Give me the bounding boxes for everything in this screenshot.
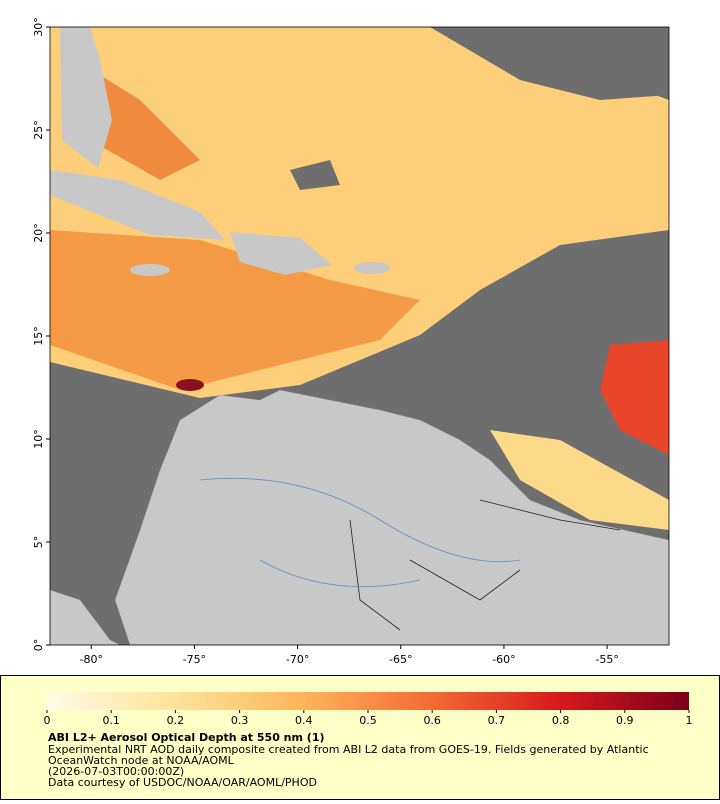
land <box>50 170 225 240</box>
y-tick-label: 10° <box>32 429 45 449</box>
y-tick-label: 25° <box>32 120 45 140</box>
caption-line: Data courtesy of USDOC/NOAA/OAR/AOML/PHO… <box>48 776 317 789</box>
y-tick-label: 30° <box>32 17 45 37</box>
colorbar-tick-label: 0.3 <box>231 714 249 727</box>
land <box>230 232 332 275</box>
land <box>50 590 120 645</box>
land <box>130 264 170 276</box>
colorbar-tick-label: 0 <box>44 714 51 727</box>
x-tick-label: -55° <box>595 653 618 666</box>
caption-line: Experimental NRT AOD daily composite cre… <box>48 743 649 756</box>
land <box>354 262 390 274</box>
x-tick-label: -70° <box>286 653 309 666</box>
clear-area <box>430 27 669 100</box>
clear-area <box>290 160 340 190</box>
border <box>349 499 621 631</box>
colorbar-tick-label: 0.1 <box>102 714 120 727</box>
aerosol-plume <box>490 430 669 530</box>
river <box>199 477 521 588</box>
colorbar-tick-label: 0.7 <box>488 714 506 727</box>
y-tick-label: 15° <box>32 326 45 346</box>
colorbar <box>47 692 689 710</box>
x-tick-label: -80° <box>80 653 103 666</box>
colorbar-tick-label: 0.8 <box>552 714 570 727</box>
aerosol-plume <box>600 340 669 455</box>
caption-line: (2026-07-03T00:00:00Z) <box>48 765 184 778</box>
colorbar-tick-label: 0.2 <box>167 714 185 727</box>
y-tick-label: 20° <box>32 223 45 243</box>
colorbar-tick-label: 0.9 <box>616 714 634 727</box>
aerosol-peak <box>176 379 204 391</box>
caption-line: OceanWatch node at NOAA/AOML <box>48 754 235 767</box>
land <box>60 27 112 168</box>
y-tick-label: 5° <box>32 536 45 549</box>
x-tick-label: -75° <box>183 653 206 666</box>
land <box>114 389 669 645</box>
x-tick-label: -60° <box>492 653 515 666</box>
x-tick-label: -65° <box>389 653 412 666</box>
colorbar-tick-label: 0.6 <box>423 714 441 727</box>
y-tick-label: 0° <box>32 639 45 652</box>
colorbar-tick-label: 0.5 <box>359 714 377 727</box>
map <box>50 27 669 645</box>
colorbar-tick-label: 1 <box>686 714 693 727</box>
caption-title: ABI L2+ Aerosol Optical Depth at 550 nm … <box>48 731 325 744</box>
colorbar-tick-label: 0.4 <box>295 714 313 727</box>
